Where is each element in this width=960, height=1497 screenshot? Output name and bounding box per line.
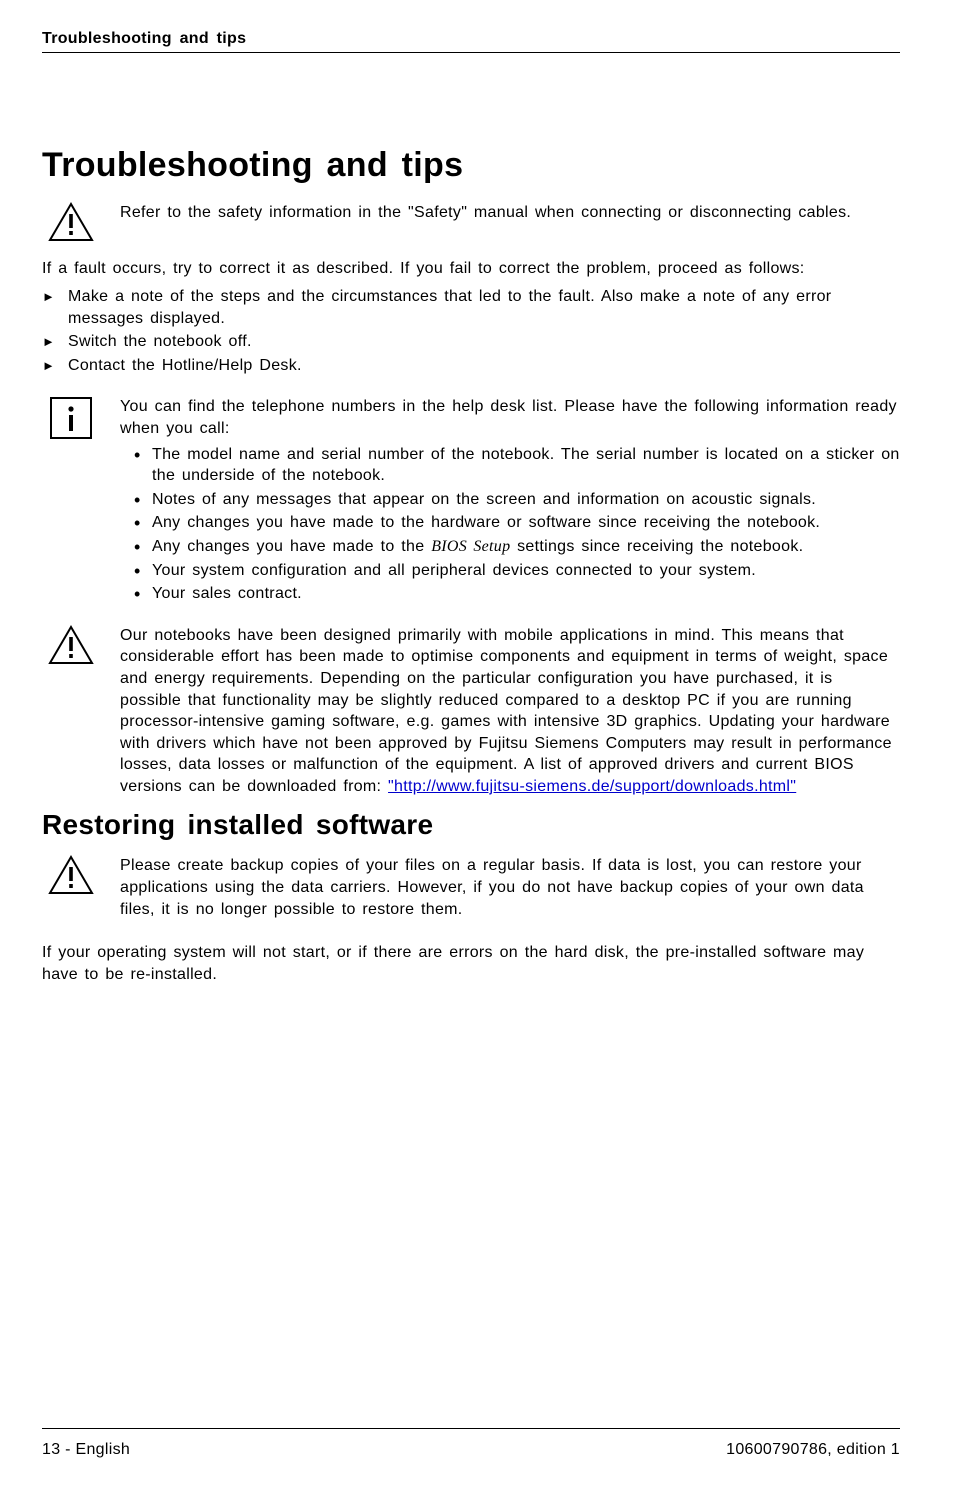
- warning-block-2: Our notebooks have been designed primari…: [42, 625, 900, 798]
- bios-setup-text: BIOS Setup: [431, 538, 510, 555]
- downloads-link[interactable]: "http://www.fujitsu-siemens.de/support/d…: [388, 778, 796, 795]
- warning-icon: [42, 625, 100, 798]
- warning-icon: [42, 855, 100, 895]
- info-item: Notes of any messages that appear on the…: [120, 489, 900, 511]
- page-footer: 13 - English 10600790786, edition 1: [42, 1428, 900, 1461]
- intro-paragraph: If a fault occurs, try to correct it as …: [42, 258, 900, 280]
- info-item-bios: Any changes you have made to the BIOS Se…: [120, 536, 900, 558]
- warning-text-2: Our notebooks have been designed primari…: [120, 625, 900, 798]
- warning-text-1: Refer to the safety information in the "…: [120, 202, 900, 224]
- info-list: The model name and serial number of the …: [120, 444, 900, 605]
- section-heading: Restoring installed software: [42, 806, 900, 844]
- warning-icon: [42, 202, 100, 242]
- info-icon: [42, 396, 100, 606]
- warning-block-1: Refer to the safety information in the "…: [42, 202, 900, 242]
- header-rule: [42, 52, 900, 53]
- info-item: Your sales contract.: [120, 583, 900, 605]
- footer-doc-id: 10600790786, edition 1: [726, 1439, 900, 1461]
- steps-list: Make a note of the steps and the circums…: [42, 286, 900, 376]
- footer-rule: [42, 1428, 900, 1429]
- info-item: The model name and serial number of the …: [120, 444, 900, 487]
- info-item: Your system configuration and all periph…: [120, 560, 900, 582]
- footer-page-label: 13 - English: [42, 1439, 130, 1461]
- info-item: Any changes you have made to the hardwar…: [120, 512, 900, 534]
- step-item: Contact the Hotline/Help Desk.: [42, 355, 900, 377]
- step-item: Make a note of the steps and the circums…: [42, 286, 900, 329]
- page-title: Troubleshooting and tips: [42, 143, 900, 189]
- info-block: You can find the telephone numbers in th…: [42, 396, 900, 606]
- running-header: Troubleshooting and tips: [42, 28, 900, 50]
- info-intro: You can find the telephone numbers in th…: [120, 396, 900, 439]
- closing-paragraph: If your operating system will not start,…: [42, 942, 900, 985]
- warning-block-3: Please create backup copies of your file…: [42, 855, 900, 920]
- step-item: Switch the notebook off.: [42, 331, 900, 353]
- warning-text-3: Please create backup copies of your file…: [120, 855, 900, 920]
